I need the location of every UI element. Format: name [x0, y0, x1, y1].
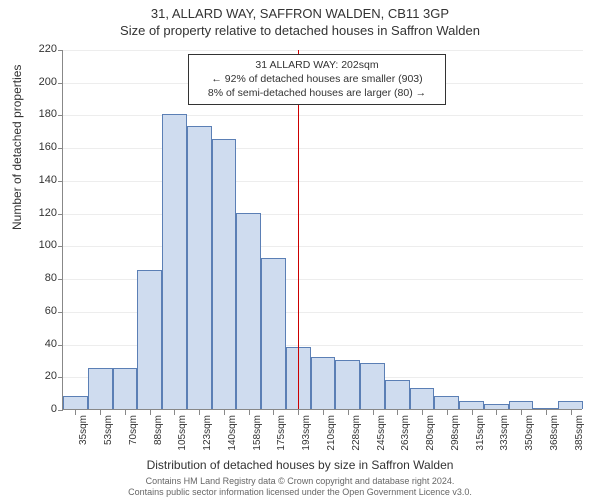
xtick-mark	[125, 410, 126, 415]
xtick-mark	[348, 410, 349, 415]
plot-region: 02040608010012014016018020022035sqm53sqm…	[62, 50, 582, 410]
ytick-mark	[58, 214, 63, 215]
histogram-bar	[162, 114, 187, 409]
xtick-mark	[496, 410, 497, 415]
ytick-mark	[58, 246, 63, 247]
xtick-mark	[298, 410, 299, 415]
xtick-mark	[521, 410, 522, 415]
ytick-label: 20	[17, 370, 57, 382]
xtick-mark	[150, 410, 151, 415]
histogram-bar	[311, 357, 336, 409]
xtick-mark	[397, 410, 398, 415]
histogram-bar	[212, 139, 237, 409]
ytick-mark	[58, 279, 63, 280]
histogram-bar	[459, 401, 484, 409]
ytick-label: 180	[17, 108, 57, 120]
ytick-mark	[58, 181, 63, 182]
info-box-line2: ← 92% of detached houses are smaller (90…	[195, 72, 439, 86]
histogram-bar	[558, 401, 583, 409]
xtick-mark	[447, 410, 448, 415]
ytick-mark	[58, 312, 63, 313]
ytick-label: 60	[17, 305, 57, 317]
chart-area: 02040608010012014016018020022035sqm53sqm…	[62, 50, 582, 410]
x-axis-title: Distribution of detached houses by size …	[0, 458, 600, 472]
histogram-bar	[88, 368, 113, 409]
ytick-label: 80	[17, 272, 57, 284]
chart-title-main: 31, ALLARD WAY, SAFFRON WALDEN, CB11 3GP	[0, 0, 600, 21]
gridline	[63, 214, 583, 215]
histogram-bar	[187, 126, 212, 409]
histogram-bar	[509, 401, 534, 409]
gridline	[63, 115, 583, 116]
ytick-mark	[58, 83, 63, 84]
ytick-label: 40	[17, 338, 57, 350]
info-box-line3: 8% of semi-detached houses are larger (8…	[195, 86, 439, 100]
gridline	[63, 246, 583, 247]
histogram-bar	[484, 404, 509, 409]
footer-attribution: Contains HM Land Registry data © Crown c…	[0, 476, 600, 499]
ytick-mark	[58, 148, 63, 149]
ytick-mark	[58, 50, 63, 51]
gridline	[63, 50, 583, 51]
footer-line1: Contains HM Land Registry data © Crown c…	[0, 476, 600, 487]
xtick-mark	[100, 410, 101, 415]
histogram-bar	[261, 258, 286, 409]
histogram-bar	[410, 388, 435, 409]
ytick-label: 200	[17, 76, 57, 88]
gridline	[63, 148, 583, 149]
gridline	[63, 181, 583, 182]
ytick-label: 100	[17, 239, 57, 251]
histogram-bar	[533, 408, 558, 409]
ytick-mark	[58, 410, 63, 411]
xtick-mark	[323, 410, 324, 415]
histogram-bar	[137, 270, 162, 409]
ytick-mark	[58, 345, 63, 346]
ytick-label: 120	[17, 207, 57, 219]
xtick-mark	[75, 410, 76, 415]
ytick-label: 0	[17, 403, 57, 415]
xtick-mark	[373, 410, 374, 415]
histogram-bar	[113, 368, 138, 409]
xtick-mark	[546, 410, 547, 415]
xtick-mark	[174, 410, 175, 415]
xtick-mark	[571, 410, 572, 415]
xtick-mark	[422, 410, 423, 415]
ytick-label: 160	[17, 141, 57, 153]
xtick-mark	[224, 410, 225, 415]
histogram-bar	[360, 363, 385, 409]
histogram-bar	[385, 380, 410, 409]
info-box: 31 ALLARD WAY: 202sqm← 92% of detached h…	[188, 54, 446, 105]
xtick-mark	[273, 410, 274, 415]
xtick-mark	[249, 410, 250, 415]
histogram-bar	[335, 360, 360, 409]
footer-line2: Contains public sector information licen…	[0, 487, 600, 498]
histogram-bar	[434, 396, 459, 409]
ytick-label: 140	[17, 174, 57, 186]
xtick-mark	[199, 410, 200, 415]
chart-title-sub: Size of property relative to detached ho…	[0, 21, 600, 38]
histogram-bar	[63, 396, 88, 409]
ytick-label: 220	[17, 43, 57, 55]
xtick-mark	[472, 410, 473, 415]
ytick-mark	[58, 377, 63, 378]
histogram-bar	[236, 213, 261, 409]
ytick-mark	[58, 115, 63, 116]
info-box-line1: 31 ALLARD WAY: 202sqm	[195, 58, 439, 72]
